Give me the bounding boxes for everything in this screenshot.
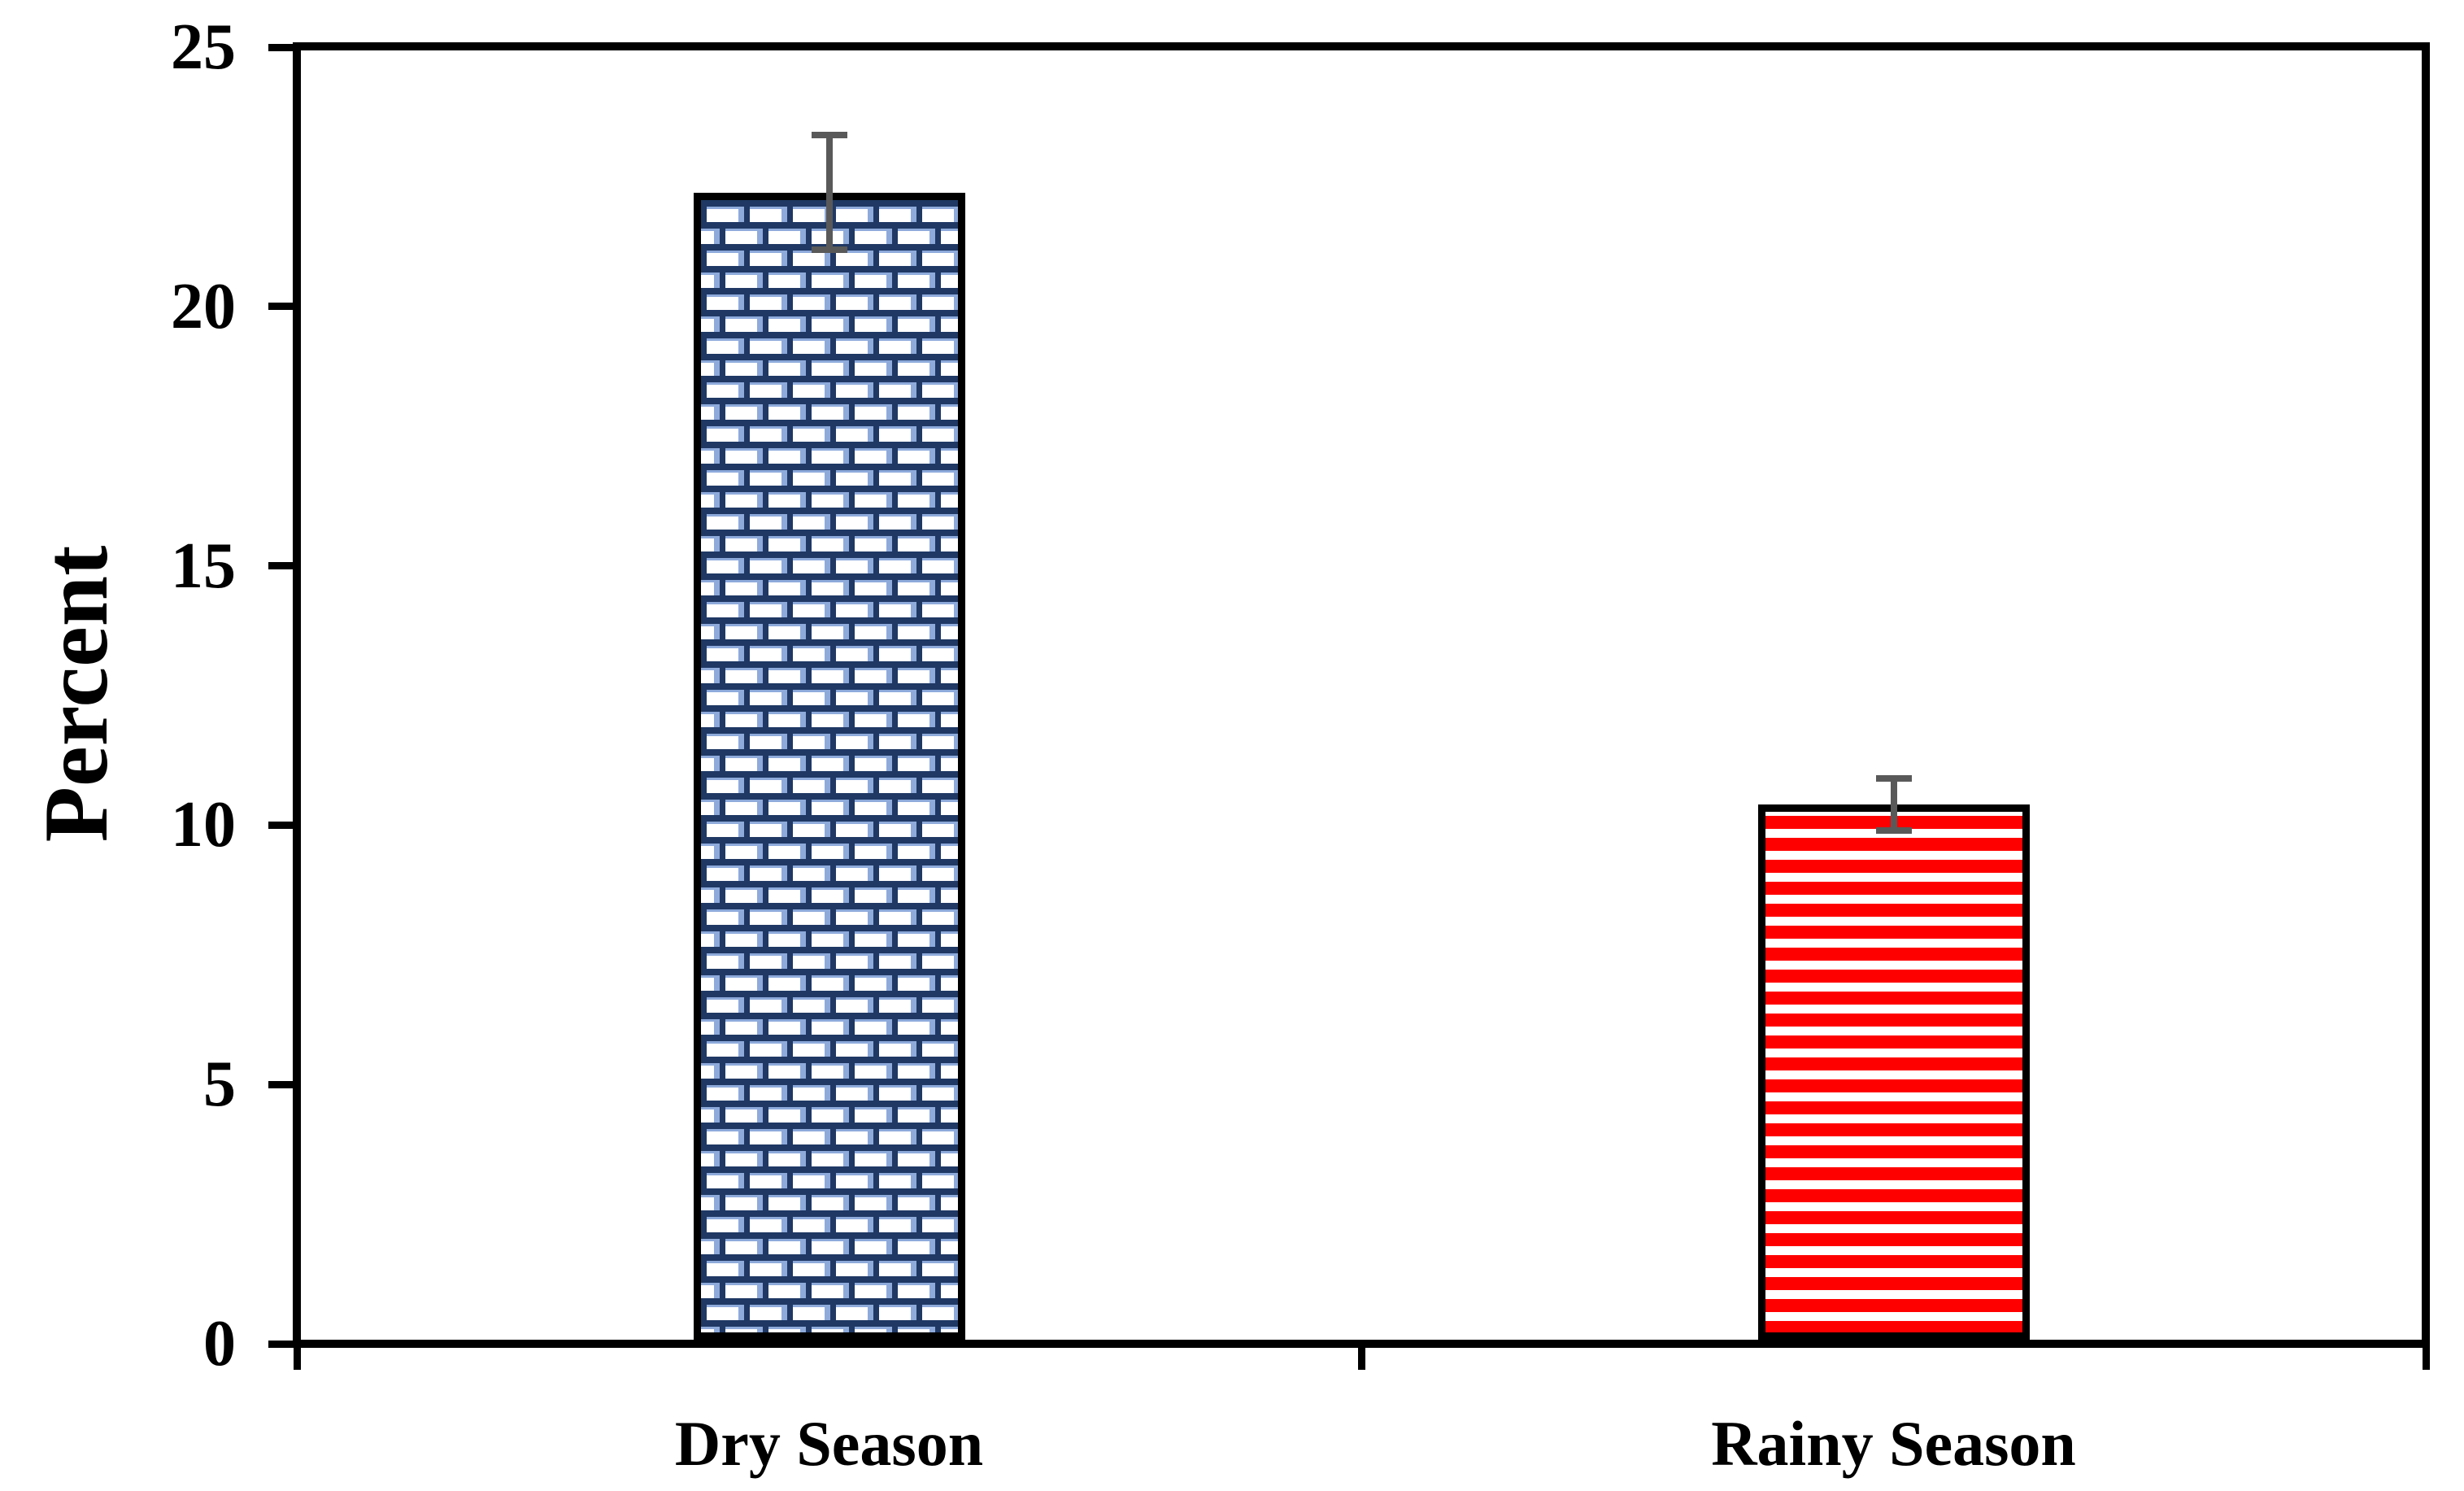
y-axis-tick-label: 5 bbox=[203, 1048, 236, 1121]
x-axis-tick bbox=[1357, 1348, 1365, 1370]
y-axis-tick-label: 25 bbox=[171, 11, 236, 83]
error-bar-line-rainy-season bbox=[1890, 778, 1897, 831]
y-axis-tick-label: 0 bbox=[203, 1308, 236, 1380]
x-axis-tick bbox=[293, 1348, 301, 1370]
y-axis-tick bbox=[268, 1340, 293, 1348]
y-axis-tick bbox=[268, 43, 293, 51]
y-axis-tick bbox=[268, 1080, 293, 1088]
error-bar-cap-bottom-rainy-season bbox=[1875, 826, 1912, 834]
error-bar-cap-top-rainy-season bbox=[1875, 775, 1912, 783]
bar-dry-season bbox=[693, 192, 965, 1340]
bar-rainy-season bbox=[1757, 804, 2030, 1340]
x-axis-tick bbox=[2422, 1348, 2430, 1370]
brick-pattern bbox=[700, 199, 958, 1332]
error-bar-line-dry-season bbox=[825, 135, 833, 250]
y-axis-tick bbox=[268, 562, 293, 570]
x-category-label-rainy-season: Rainy Season bbox=[1711, 1408, 2076, 1479]
y-axis-tick-label: 15 bbox=[171, 530, 236, 602]
y-axis-tick bbox=[268, 821, 293, 829]
y-axis-tick-label: 20 bbox=[171, 270, 236, 342]
y-axis-tick-label: 10 bbox=[171, 789, 236, 861]
x-category-label-dry-season: Dry Season bbox=[674, 1408, 984, 1479]
plot-area-frame bbox=[293, 42, 2430, 1348]
y-axis-tick bbox=[268, 303, 293, 311]
error-bar-cap-top-dry-season bbox=[811, 132, 847, 139]
error-bar-cap-bottom-dry-season bbox=[811, 246, 847, 253]
